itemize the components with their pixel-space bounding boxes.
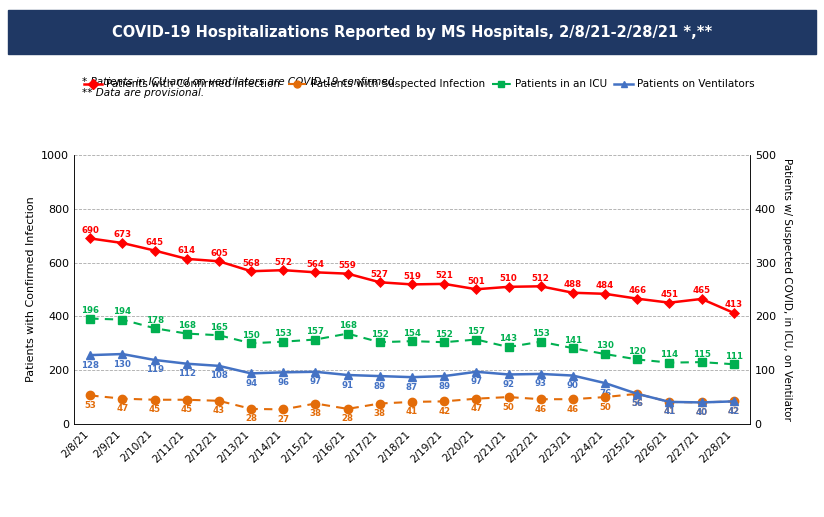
- Text: 50: 50: [503, 403, 514, 412]
- Text: 40: 40: [695, 408, 708, 417]
- Text: 143: 143: [499, 334, 517, 343]
- Text: 46: 46: [535, 405, 547, 414]
- Text: 96: 96: [278, 378, 289, 387]
- Text: 165: 165: [210, 323, 228, 332]
- Text: 46: 46: [567, 405, 579, 414]
- Legend: Patients with Confirmed Infection, Patients with Suspected Infection, Patients i: Patients with Confirmed Infection, Patie…: [79, 75, 759, 94]
- Text: 559: 559: [339, 261, 357, 270]
- Text: 38: 38: [310, 409, 321, 418]
- Text: 76: 76: [599, 389, 611, 398]
- Text: 114: 114: [660, 350, 678, 359]
- Text: 141: 141: [564, 336, 582, 344]
- Text: 28: 28: [245, 415, 257, 423]
- Text: 488: 488: [564, 280, 582, 289]
- Text: 120: 120: [628, 347, 646, 356]
- Text: 53: 53: [84, 401, 96, 410]
- Text: 673: 673: [114, 231, 132, 239]
- Text: 152: 152: [435, 330, 453, 339]
- Text: 45: 45: [148, 405, 161, 414]
- Text: 41: 41: [663, 407, 676, 416]
- Text: 150: 150: [242, 331, 260, 340]
- Text: 90: 90: [567, 381, 578, 390]
- Y-axis label: Patients with Confirmed Infection: Patients with Confirmed Infection: [26, 196, 35, 383]
- Text: 50: 50: [599, 403, 611, 412]
- Text: 47: 47: [471, 404, 483, 413]
- Text: 89: 89: [438, 382, 450, 390]
- Text: 168: 168: [178, 321, 196, 330]
- Text: 510: 510: [499, 275, 517, 283]
- Text: 157: 157: [307, 327, 325, 336]
- Text: * Patients in ICU and on ventilators are COVID-19 confirmed.: * Patients in ICU and on ventilators are…: [82, 78, 398, 87]
- Text: 56: 56: [631, 399, 644, 408]
- Text: 27: 27: [277, 415, 289, 424]
- Text: 178: 178: [146, 316, 164, 325]
- Text: 568: 568: [242, 258, 260, 268]
- Text: 465: 465: [693, 286, 710, 295]
- Text: 614: 614: [178, 246, 196, 255]
- Text: 112: 112: [178, 369, 196, 378]
- Text: 42: 42: [438, 407, 450, 416]
- Text: 56: 56: [631, 399, 644, 408]
- Text: 154: 154: [403, 329, 421, 338]
- Text: 41: 41: [663, 407, 676, 416]
- Text: 91: 91: [342, 381, 353, 389]
- Text: 42: 42: [728, 407, 740, 416]
- Text: ** Data are provisional.: ** Data are provisional.: [82, 88, 204, 98]
- Text: 413: 413: [724, 300, 742, 309]
- Text: 153: 153: [531, 329, 550, 338]
- Text: 119: 119: [146, 366, 164, 374]
- Text: 28: 28: [342, 415, 353, 423]
- Text: 466: 466: [628, 286, 646, 295]
- Text: COVID-19 Hospitalizations Reported by MS Hospitals, 2/8/21-2/28/21 *,**: COVID-19 Hospitalizations Reported by MS…: [112, 25, 712, 40]
- Text: 690: 690: [82, 226, 99, 235]
- Text: 128: 128: [82, 361, 99, 370]
- Text: 97: 97: [309, 377, 321, 386]
- Text: 93: 93: [535, 379, 546, 388]
- Text: 152: 152: [371, 330, 389, 339]
- Y-axis label: Patients w/ Suspected COVID, in ICU, on Ventilator: Patients w/ Suspected COVID, in ICU, on …: [783, 158, 793, 421]
- Text: 194: 194: [114, 307, 132, 316]
- Text: 196: 196: [82, 306, 99, 315]
- Text: 42: 42: [728, 407, 740, 416]
- Text: 521: 521: [435, 271, 453, 280]
- Text: 43: 43: [213, 406, 225, 415]
- Text: 111: 111: [725, 352, 742, 361]
- Text: 501: 501: [467, 277, 485, 286]
- Text: 97: 97: [471, 377, 482, 386]
- Text: 645: 645: [146, 238, 164, 247]
- Text: 451: 451: [660, 290, 678, 299]
- Text: 115: 115: [693, 349, 710, 359]
- Text: 157: 157: [467, 327, 485, 336]
- Text: 89: 89: [374, 382, 386, 390]
- Text: 130: 130: [114, 359, 131, 369]
- Text: 94: 94: [245, 379, 257, 388]
- Text: 87: 87: [406, 383, 418, 392]
- Text: 564: 564: [307, 260, 325, 269]
- Text: 512: 512: [531, 273, 550, 283]
- Text: 572: 572: [274, 257, 293, 267]
- Text: 108: 108: [210, 371, 228, 381]
- Text: 47: 47: [116, 404, 129, 413]
- Text: 92: 92: [503, 380, 514, 389]
- Text: 40: 40: [695, 408, 708, 417]
- Text: 41: 41: [406, 407, 418, 416]
- Text: 605: 605: [210, 249, 227, 258]
- Text: 519: 519: [403, 272, 421, 281]
- Text: 527: 527: [371, 270, 389, 279]
- Text: 45: 45: [180, 405, 193, 414]
- Text: 153: 153: [274, 329, 293, 338]
- Text: 130: 130: [596, 342, 614, 351]
- Text: 484: 484: [596, 281, 614, 290]
- Text: 38: 38: [374, 409, 386, 418]
- Text: 168: 168: [339, 321, 357, 330]
